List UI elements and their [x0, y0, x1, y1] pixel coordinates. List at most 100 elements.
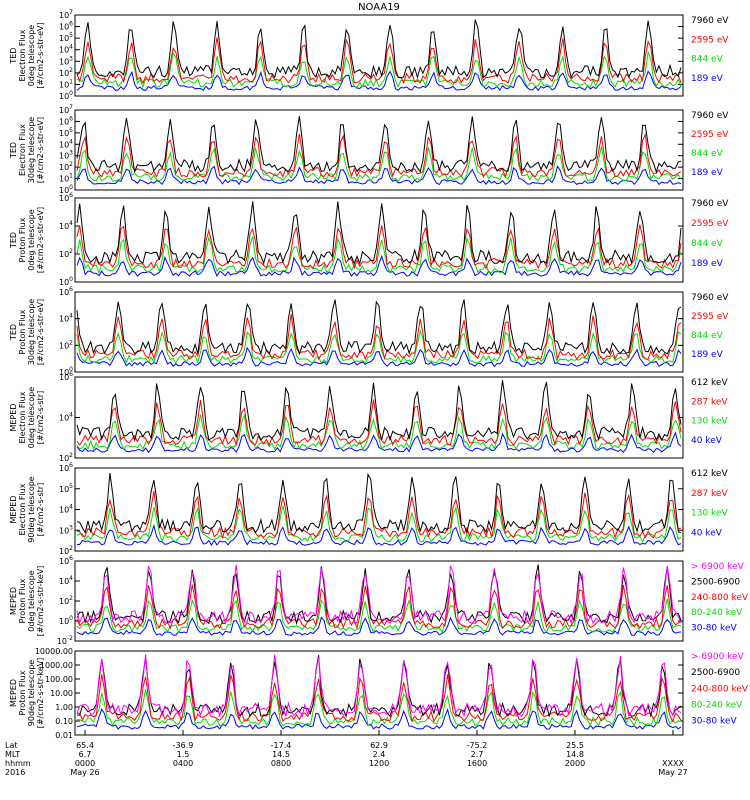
y-tick-label: 101: [59, 173, 73, 184]
time-row-value: 14.8: [566, 750, 584, 759]
series-trace: [76, 314, 682, 361]
series-trace: [76, 37, 682, 85]
series-trace: [76, 655, 682, 718]
panel-6: 102 103 104 105 106 MEPEDElectron Flux90deg t…: [9, 462, 728, 556]
time-row-value: 14.5: [272, 750, 290, 759]
y-tick-label: 100: [59, 184, 73, 195]
y-tick-label: 104: [59, 220, 73, 231]
y-tick-label: 101: [59, 78, 73, 89]
legend-entry: 2595 eV: [691, 130, 729, 140]
legend-entry: 130 keV: [691, 417, 728, 427]
y-tick-label: 1.00: [55, 703, 73, 712]
time-row-value: 25.5: [566, 741, 584, 750]
y-tick-label: 104: [59, 504, 73, 515]
panel-3: 100 102 104 106 TEDProton Flux0deg telescope…: [9, 192, 729, 287]
y-axis-label: TEDProton Flux30deg telescope[#/cm2-s-st…: [9, 299, 45, 366]
series-trace: [76, 674, 682, 723]
y-tick-label: 106: [59, 462, 73, 473]
legend-entry: 7960 eV: [691, 111, 729, 121]
legend-entry: 30-80 keV: [691, 717, 737, 727]
series-trace: [76, 116, 682, 174]
y-tick-label: 100.00: [45, 675, 73, 684]
series-trace: [76, 299, 682, 356]
legend-entry: 189 eV: [691, 168, 724, 178]
series-trace: [76, 132, 682, 179]
y-tick-label: 105: [59, 32, 73, 43]
y-tick-label: 103: [59, 150, 73, 161]
legend-entry: 287 keV: [691, 397, 728, 407]
series-trace: [76, 431, 682, 454]
y-tick-label: 107: [59, 104, 73, 115]
plot-frame: [74, 467, 684, 552]
plot-frame: [74, 14, 684, 97]
time-row-value: 1200: [369, 759, 389, 768]
y-axis-label: MEPEDElectron Flux90deg telescope[#/cm2-…: [9, 476, 45, 543]
legend-entry: 612 keV: [691, 378, 728, 388]
legend-entry: 2500-6900: [691, 668, 740, 678]
y-tick-label: 104: [59, 44, 73, 55]
time-row-value: 0000: [75, 759, 95, 768]
legend-entry: 844 eV: [691, 331, 724, 341]
series-trace: [76, 413, 682, 451]
legend-entry: 287 keV: [691, 489, 728, 499]
series-trace: [76, 654, 682, 719]
plot-frame: [74, 197, 684, 283]
y-axis-label: TEDElectron Flux0deg telescope[#/cm2-s-s…: [9, 22, 45, 88]
legend-entry: 7960 eV: [691, 293, 729, 303]
y-tick-label: 102: [59, 161, 73, 172]
plot-frame: [74, 109, 684, 191]
legend-entry: 240-800 keV: [691, 593, 749, 603]
series-trace: [76, 201, 682, 266]
y-tick-label: 10000.00: [35, 647, 73, 656]
y-tick-label: 1000.00: [40, 661, 73, 670]
legend-entry: 2595 eV: [691, 312, 729, 322]
y-tick-label: 105: [59, 483, 73, 494]
time-row-label: 2016: [5, 768, 25, 777]
panel-8: 0.01 0.10 1.00 10.00 100.00 1000.00 10000.00 ME…: [9, 647, 749, 740]
y-tick-label: 105: [59, 127, 73, 138]
series-trace: [76, 254, 682, 278]
time-row-value: XXXX: [662, 759, 684, 768]
series-trace: [76, 235, 682, 275]
legend-entry: 40 keV: [691, 528, 723, 538]
time-row-value: 2.7: [471, 750, 484, 759]
y-tick-label: 106: [59, 371, 73, 382]
y-axis-label: TEDProton Flux0deg telescope[#/cm2-s-str…: [9, 207, 45, 273]
y-tick-label: 106: [59, 21, 73, 32]
series-trace: [76, 346, 682, 368]
y-tick-label: 100: [59, 90, 73, 101]
y-tick-label: 102: [59, 248, 73, 259]
y-tick-label: 0.01: [55, 731, 73, 740]
legend-entry: 30-80 keV: [691, 624, 737, 634]
time-row-value: -17.4: [271, 741, 292, 750]
time-row-value: 6.7: [79, 750, 92, 759]
panel-7: 10-2 100 102 104 106 MEPEDProton Flux0deg tel…: [9, 555, 749, 646]
y-tick-label: 10-2: [57, 635, 73, 646]
y-tick-label: 104: [59, 313, 73, 324]
y-tick-label: 104: [59, 412, 73, 423]
series-trace: [76, 19, 682, 80]
y-axis-label: MEPEDProton Flux0deg telescope[#/cm2-s-s…: [9, 566, 45, 637]
time-row-value: May 27: [658, 768, 687, 777]
series-trace: [76, 328, 682, 365]
y-tick-label: 106: [59, 286, 73, 297]
legend-entry: 7960 eV: [691, 16, 729, 26]
y-tick-label: 10.00: [50, 689, 73, 698]
y-axis-label: MEPEDElectron Flux0deg telescope[#/cm2-s…: [9, 387, 45, 448]
time-row-value: -36.9: [173, 741, 194, 750]
series-trace: [76, 689, 682, 727]
y-tick-label: 104: [59, 575, 73, 586]
legend-entry: 80-240 keV: [691, 608, 743, 618]
series-trace: [76, 707, 682, 730]
y-tick-label: 0.10: [55, 717, 73, 726]
series-trace: [76, 399, 682, 447]
legend-entry: 189 eV: [691, 350, 724, 360]
series-trace: [76, 146, 682, 182]
time-row-value: May 26: [70, 768, 99, 777]
y-axis-label: MEPEDProton Flux90deg telescope[#/cm2-s-…: [9, 658, 45, 729]
y-tick-label: 100: [59, 615, 73, 626]
time-row-value: 0400: [173, 759, 193, 768]
y-tick-label: 100: [59, 276, 73, 287]
